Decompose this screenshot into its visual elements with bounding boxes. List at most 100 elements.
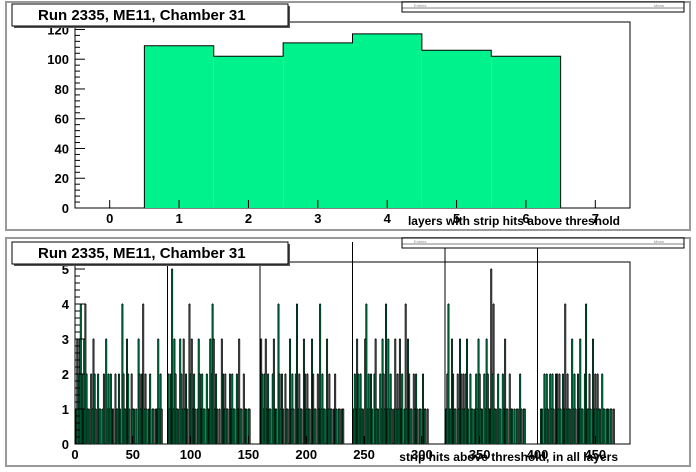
histogram-bar bbox=[304, 374, 306, 444]
histogram-outline bbox=[143, 33, 562, 208]
histogram-bar bbox=[597, 374, 599, 444]
histogram-bar bbox=[498, 409, 500, 444]
histogram-bar bbox=[499, 409, 502, 444]
histogram-bar bbox=[287, 409, 289, 444]
histogram-bar bbox=[491, 374, 493, 444]
histogram-bar bbox=[212, 304, 214, 444]
histogram-bar bbox=[572, 409, 574, 444]
histogram-bar bbox=[183, 339, 185, 444]
histogram-bar bbox=[127, 374, 129, 444]
histogram-bar bbox=[582, 409, 584, 444]
histogram-bar bbox=[238, 339, 240, 444]
histogram-bar bbox=[599, 409, 601, 444]
histogram-bar bbox=[379, 374, 381, 444]
chart-title: Run 2335, ME11, Chamber 31 bbox=[38, 7, 246, 24]
histogram-bar bbox=[362, 409, 364, 444]
histogram-bar bbox=[110, 374, 112, 444]
histogram-bar bbox=[133, 409, 135, 444]
histogram-bar bbox=[489, 409, 491, 444]
histogram-bar bbox=[509, 374, 511, 444]
histogram-bar bbox=[85, 374, 88, 444]
x-axis-label: layers with strip hits above threshold bbox=[408, 214, 620, 228]
histogram-bar bbox=[161, 409, 163, 444]
histogram-bar bbox=[186, 409, 188, 444]
histogram-bar bbox=[568, 409, 570, 444]
histogram-bar bbox=[224, 374, 226, 444]
histogram-bar bbox=[381, 339, 384, 444]
histogram-bar bbox=[116, 409, 118, 444]
histogram-bar bbox=[368, 374, 370, 444]
histogram-bar bbox=[457, 374, 459, 444]
histogram-bar bbox=[524, 409, 526, 444]
histogram-bar bbox=[517, 409, 519, 444]
histogram-bar bbox=[377, 409, 379, 444]
stat-box-entries-label: Entries bbox=[414, 239, 426, 244]
histogram-bar bbox=[91, 409, 93, 444]
y-tick-label: 100 bbox=[47, 52, 69, 67]
histogram-bar bbox=[400, 409, 402, 444]
histogram-bar bbox=[132, 409, 134, 444]
histogram-bar bbox=[155, 409, 157, 444]
histogram-bar bbox=[157, 339, 159, 444]
histogram-bar bbox=[366, 409, 369, 444]
histogram-bar bbox=[272, 374, 274, 444]
histogram-bar bbox=[239, 409, 241, 444]
x-tick-label: 150 bbox=[238, 447, 260, 462]
histogram-bar bbox=[502, 374, 504, 444]
histogram-bar bbox=[301, 409, 303, 444]
histogram-bar bbox=[221, 339, 223, 444]
histogram-bar bbox=[128, 409, 130, 444]
histogram-bar bbox=[355, 409, 357, 444]
histogram-bar bbox=[592, 339, 594, 444]
histogram-bar bbox=[143, 409, 145, 444]
histogram-bar bbox=[90, 374, 92, 444]
histogram-bar bbox=[266, 409, 268, 444]
histogram-bar bbox=[112, 409, 114, 444]
histogram-bar bbox=[329, 409, 332, 444]
histogram-bar bbox=[244, 409, 246, 444]
histogram-bar bbox=[118, 374, 120, 444]
histogram-bar bbox=[354, 374, 356, 444]
histogram-bar bbox=[540, 409, 542, 444]
y-tick-label: 40 bbox=[55, 141, 69, 156]
histogram-bar bbox=[311, 339, 313, 444]
histogram-bar bbox=[324, 409, 326, 444]
histogram-bar bbox=[274, 409, 276, 444]
histogram-bar bbox=[188, 304, 191, 444]
histogram-bar bbox=[558, 374, 561, 444]
histogram-bar bbox=[331, 409, 333, 444]
x-tick-label: 450 bbox=[584, 447, 606, 462]
histogram-bar bbox=[504, 339, 506, 444]
histogram-bar bbox=[364, 339, 366, 444]
histogram-bar bbox=[546, 374, 548, 444]
y-tick-label: 1 bbox=[62, 402, 69, 417]
histogram-bar bbox=[138, 339, 140, 444]
histogram-bar bbox=[370, 374, 372, 444]
histogram-bar bbox=[158, 409, 160, 444]
histogram-bar bbox=[295, 374, 297, 444]
histogram-bar bbox=[403, 409, 406, 444]
x-tick-label: 6 bbox=[522, 211, 529, 226]
histogram-bar bbox=[126, 339, 128, 444]
histogram-bar bbox=[190, 374, 192, 444]
histogram-bar bbox=[268, 409, 270, 444]
histogram-bar bbox=[176, 409, 178, 444]
histogram-bar bbox=[494, 409, 496, 444]
histogram-bar bbox=[386, 409, 388, 444]
y-tick-label: 20 bbox=[55, 171, 69, 186]
histogram-bar bbox=[393, 409, 395, 444]
histogram-bar bbox=[106, 409, 108, 444]
histogram-bar bbox=[75, 409, 77, 444]
histogram-bar bbox=[475, 374, 477, 444]
histogram-bar bbox=[506, 409, 509, 444]
histogram-bar bbox=[550, 409, 552, 444]
histogram-bar bbox=[584, 374, 586, 444]
histogram-bar bbox=[607, 409, 609, 444]
histogram-bar bbox=[334, 374, 336, 444]
histogram-bar bbox=[579, 339, 581, 444]
histogram-bar bbox=[309, 409, 311, 444]
histogram-bar bbox=[577, 374, 579, 444]
histogram-bar bbox=[213, 56, 284, 208]
histogram-bar bbox=[99, 409, 102, 444]
